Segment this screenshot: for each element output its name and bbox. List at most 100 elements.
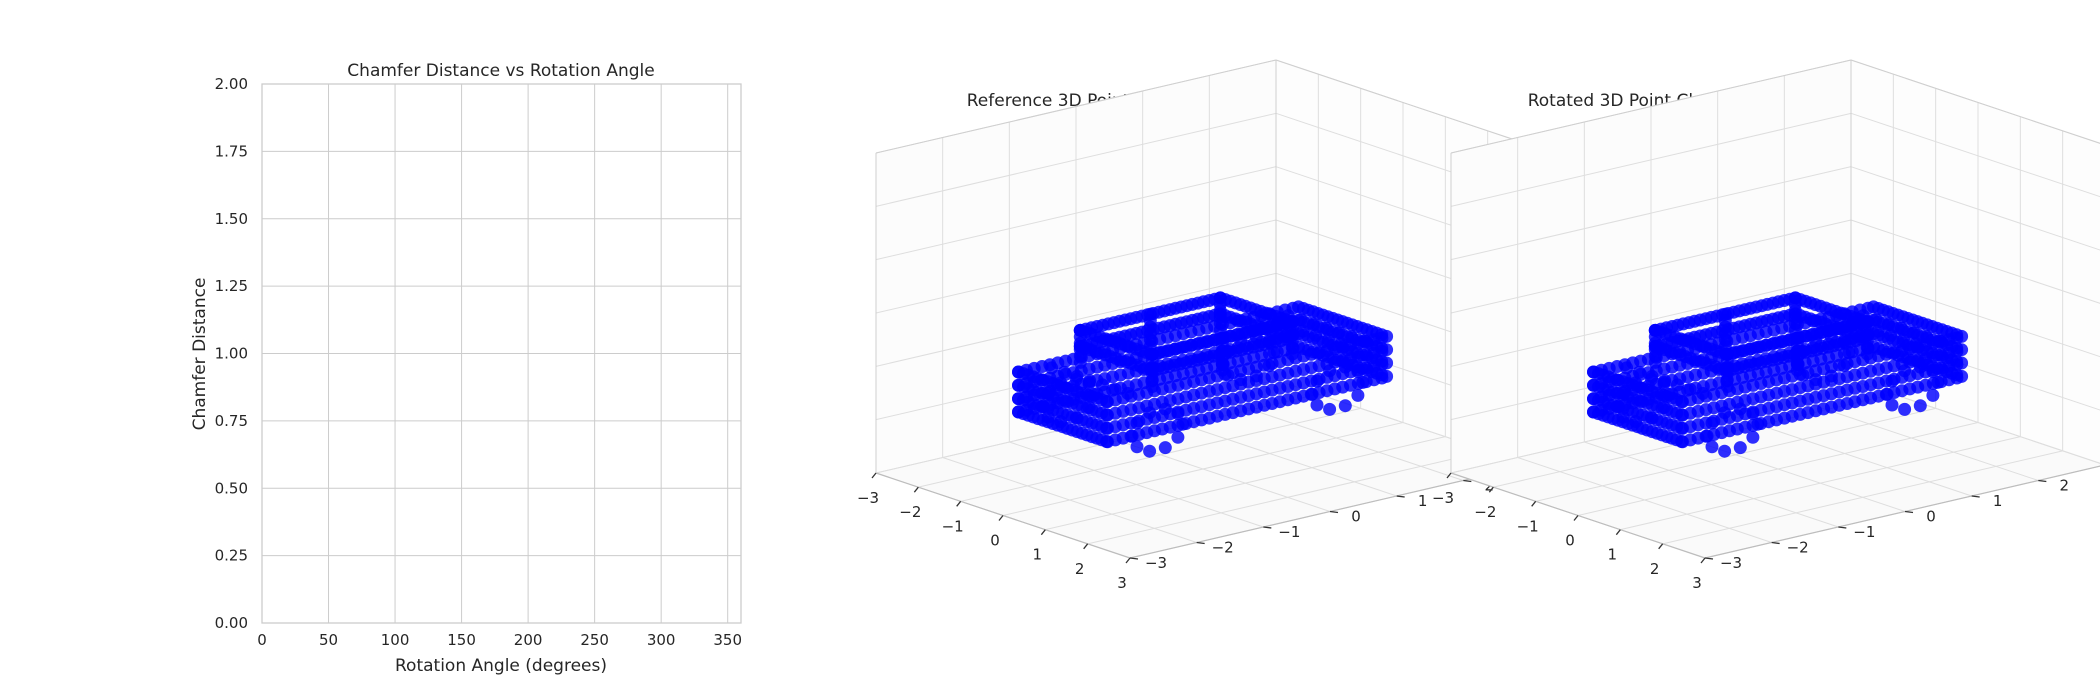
point: [1095, 378, 1109, 392]
x-tick-mark: [956, 500, 962, 507]
y-tick-mark: [1904, 510, 1914, 514]
y-tick-mark: [1396, 495, 1405, 498]
point: [1070, 369, 1084, 383]
y-tick-mark: [1771, 541, 1780, 545]
y-tick-label: 1.50: [215, 210, 248, 228]
y-tick-label: 1.75: [215, 142, 248, 160]
x-tick-mark: [913, 486, 919, 493]
point: [1130, 440, 1144, 454]
point: [1898, 402, 1912, 416]
point-cloud: [1587, 291, 1969, 458]
y-tick-label: 2: [2060, 477, 2070, 495]
x-tick-label: 2: [1650, 560, 1660, 578]
y-tick-mark: [1263, 526, 1272, 529]
x-tick-label: 250: [580, 631, 609, 649]
x-tick-labels: 0 50 100 150 200 250 300 350: [257, 631, 742, 649]
point: [1158, 441, 1172, 455]
rotated-point-cloud-3d: Rotated 3D Point Cloud at 0° −3−3−3−2−2−…: [1432, 59, 2100, 592]
y-tick-label: 0: [1351, 508, 1361, 526]
point: [1101, 395, 1114, 409]
point: [1733, 441, 1747, 455]
y-tick-label: 0.00: [215, 614, 248, 632]
x-tick-label: −1: [942, 517, 964, 535]
x-tick-label: 1: [1608, 546, 1618, 564]
x-tick-label: −2: [899, 503, 921, 521]
point: [1683, 382, 1697, 396]
pane-edge: [875, 59, 1277, 154]
point: [1338, 399, 1352, 413]
point: [1321, 333, 1335, 347]
x-axis-label: Rotation Angle (degrees): [395, 656, 607, 676]
gridlines: [261, 83, 741, 624]
x-tick-mark: [1573, 515, 1579, 521]
y-tick-label: 0.50: [215, 479, 248, 497]
point: [1926, 388, 1940, 402]
point: [1720, 348, 1734, 361]
y-tick-mark: [1463, 479, 1472, 483]
x-tick-label: −2: [1474, 503, 1496, 521]
point: [1101, 408, 1114, 422]
x-tick-label: −1: [1517, 517, 1539, 535]
point: [1323, 402, 1337, 416]
y-tick-mark: [1971, 495, 1980, 498]
pane-edge: [1275, 59, 1531, 146]
y-tick-label: 2.00: [215, 75, 248, 93]
point: [1083, 374, 1097, 388]
y-tick-label: −1: [1278, 523, 1300, 541]
back-gridline: [1850, 112, 2100, 198]
x-tick-label: 3: [1692, 574, 1702, 592]
point: [1620, 361, 1634, 375]
y-tick-label: 1: [1993, 492, 2003, 510]
point: [1351, 388, 1365, 402]
x-tick-mark: [1658, 543, 1664, 550]
x-tick-mark: [1446, 472, 1452, 479]
pane-edge: [1450, 59, 1852, 154]
y-tick-label: −1: [1853, 523, 1875, 541]
point: [1045, 361, 1059, 375]
point: [1332, 326, 1346, 340]
x-tick-label: 150: [447, 631, 476, 649]
x-tick-mark: [998, 515, 1004, 521]
x-tick-label: 100: [381, 631, 410, 649]
tick-labels: −3−3−3−2−2−2−1−1−1000111222333: [1432, 472, 2070, 592]
y-tick-mark: [1129, 557, 1139, 560]
point: [1171, 430, 1185, 444]
point: [1907, 326, 1921, 340]
plot-frame: [261, 83, 742, 624]
y-tick-label: 0.25: [215, 547, 248, 565]
x-tick-label: −3: [857, 489, 879, 507]
x-tick-mark: [1040, 529, 1046, 536]
x-tick-mark: [1615, 529, 1621, 536]
x-tick-label: 350: [713, 631, 742, 649]
point: [1871, 324, 1885, 338]
point: [1057, 365, 1071, 379]
x-tick-label: 50: [319, 631, 338, 649]
point: [1676, 395, 1689, 409]
pane-gridlines: [875, 59, 1531, 559]
x-tick-label: 0: [1565, 532, 1575, 550]
point: [1894, 321, 1908, 335]
point: [1676, 421, 1689, 435]
x-tick-label: 200: [514, 631, 543, 649]
y-tick-labels: 0.00 0.25 0.50 0.75 1.00 1.25 1.50 1.75 2.00: [215, 75, 248, 632]
point: [1296, 324, 1310, 338]
point: [1884, 328, 1898, 342]
y-tick-label: 1.00: [215, 345, 248, 363]
x-tick-mark: [1125, 557, 1131, 564]
point: [1718, 444, 1732, 458]
point: [1108, 382, 1122, 396]
point: [1896, 333, 1910, 347]
point: [1913, 399, 1927, 413]
y-tick-mark: [1329, 510, 1339, 514]
point: [1885, 398, 1899, 412]
y-tick-label: 0: [1926, 508, 1936, 526]
point: [1309, 328, 1323, 342]
x-tick-label: −3: [1432, 489, 1454, 507]
distance-chart: Chamfer Distance vs Rotation Angle 0 50 10…: [190, 61, 742, 676]
pane-edge: [1850, 59, 2100, 144]
x-tick-label: 0: [257, 631, 267, 649]
y-tick-label: −3: [1720, 554, 1742, 572]
y-tick-label: 1.25: [215, 277, 248, 295]
y-axis-label: Chamfer Distance: [190, 278, 210, 431]
